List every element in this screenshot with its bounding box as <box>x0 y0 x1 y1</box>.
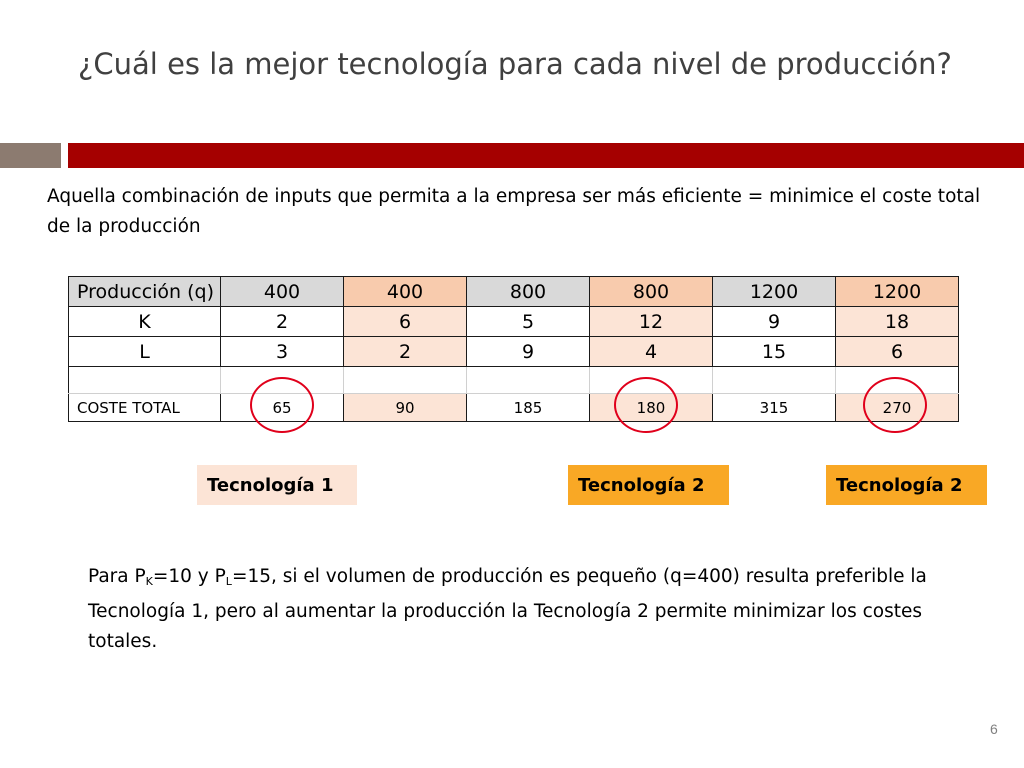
table-cell: 1200 <box>835 276 959 307</box>
page-number: 6 <box>990 721 998 737</box>
table-cell: 4 <box>589 336 713 367</box>
row-label-total: COSTE TOTAL <box>68 393 221 422</box>
table-cell: 400 <box>343 276 467 307</box>
note-part: =10 y P <box>152 566 226 587</box>
table-cell: 800 <box>589 276 713 307</box>
row-label-l: L <box>68 336 221 367</box>
highlight-circle <box>863 377 927 433</box>
header-bar-red <box>68 143 1024 168</box>
slide-title: ¿Cuál es la mejor tecnología para cada n… <box>78 47 952 81</box>
table-cell: 315 <box>712 393 836 422</box>
table-cell-empty <box>712 366 836 394</box>
table-cell: 2 <box>343 336 467 367</box>
subscript-l: L <box>225 575 232 588</box>
table-cell-empty <box>466 366 590 394</box>
technology-tag: Tecnología 2 <box>826 465 987 505</box>
table-cell: 90 <box>343 393 467 422</box>
table-cell-empty <box>68 366 221 394</box>
table-cell: 185 <box>466 393 590 422</box>
table-cell: 6 <box>835 336 959 367</box>
table-row-l: L 3 2 9 4 15 6 <box>68 336 959 367</box>
table-cell-empty <box>343 366 467 394</box>
table-cell: 2 <box>220 306 344 337</box>
table-row-total: COSTE TOTAL 65 90 185 180 315 270 <box>68 393 959 422</box>
row-label-production: Producción (q) <box>68 276 221 307</box>
table-cell: 15 <box>712 336 836 367</box>
note-part: Para P <box>88 566 146 587</box>
table-cell: 400 <box>220 276 344 307</box>
technology-tag: Tecnología 2 <box>568 465 729 505</box>
header-bar-gray <box>0 143 61 168</box>
table-cell: 9 <box>466 336 590 367</box>
highlight-circle <box>250 377 314 433</box>
table-cell: 9 <box>712 306 836 337</box>
table-cell: 6 <box>343 306 467 337</box>
table-cell: 18 <box>835 306 959 337</box>
table-row-production: Producción (q) 400 400 800 800 1200 1200 <box>68 276 959 307</box>
technology-tag: Tecnología 1 <box>197 465 357 505</box>
note-part: =15, si el volumen de producción es pequ… <box>88 566 927 652</box>
conclusion-text: Para PK=10 y PL=15, si el volumen de pro… <box>88 562 968 657</box>
row-label-k: K <box>68 306 221 337</box>
table-cell: 1200 <box>712 276 836 307</box>
subscript-k: K <box>145 575 153 588</box>
table-row-blank <box>68 366 959 394</box>
table-row-k: K 2 6 5 12 9 18 <box>68 306 959 337</box>
intro-text: Aquella combinación de inputs que permit… <box>47 186 981 237</box>
table-cell: 5 <box>466 306 590 337</box>
table-cell: 3 <box>220 336 344 367</box>
highlight-circle <box>614 377 678 433</box>
table-cell: 800 <box>466 276 590 307</box>
table-cell: 12 <box>589 306 713 337</box>
technology-table: Producción (q) 400 400 800 800 1200 1200… <box>68 276 959 422</box>
